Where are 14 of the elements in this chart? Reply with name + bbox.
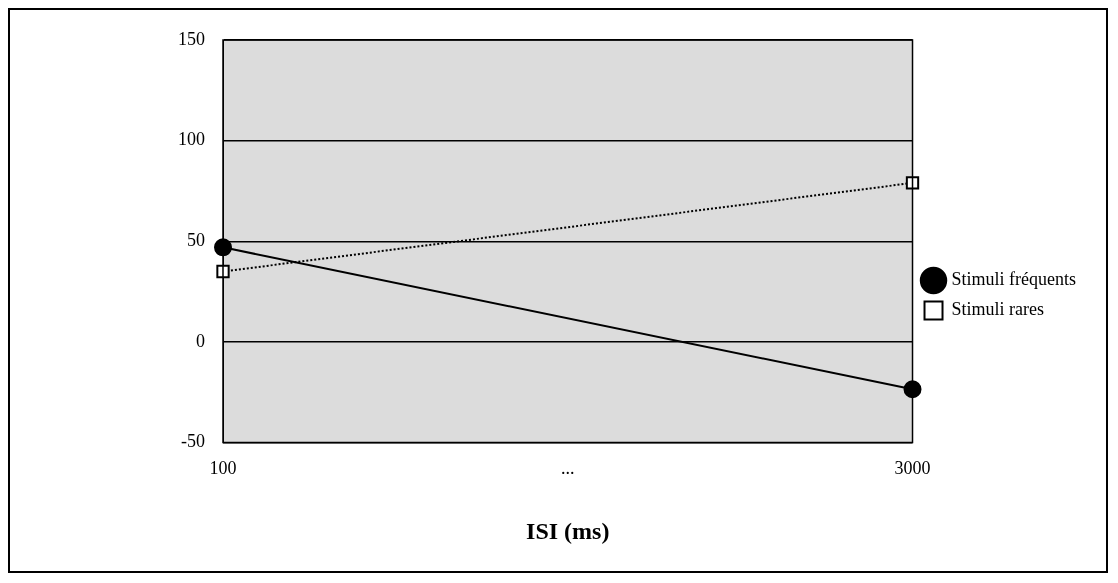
y-tick-label: 150 (178, 28, 205, 49)
x-tick-label: ... (561, 458, 575, 479)
point (216, 264, 230, 279)
x-axis-title: ISI (ms) (526, 517, 610, 544)
x-tick-label: 3000 (894, 458, 931, 479)
x-tick-label: 100 (209, 458, 237, 479)
point (903, 380, 922, 399)
y-tick-label: 100 (178, 129, 205, 150)
y-tick-label: -50 (181, 431, 205, 452)
point (905, 176, 920, 190)
y-tick-label: 0 (196, 330, 205, 351)
legend-label: Stimuli fréquents (951, 269, 1077, 290)
legend-label: Stimuli rares (951, 299, 1045, 320)
y-tick-label: 50 (187, 230, 205, 251)
